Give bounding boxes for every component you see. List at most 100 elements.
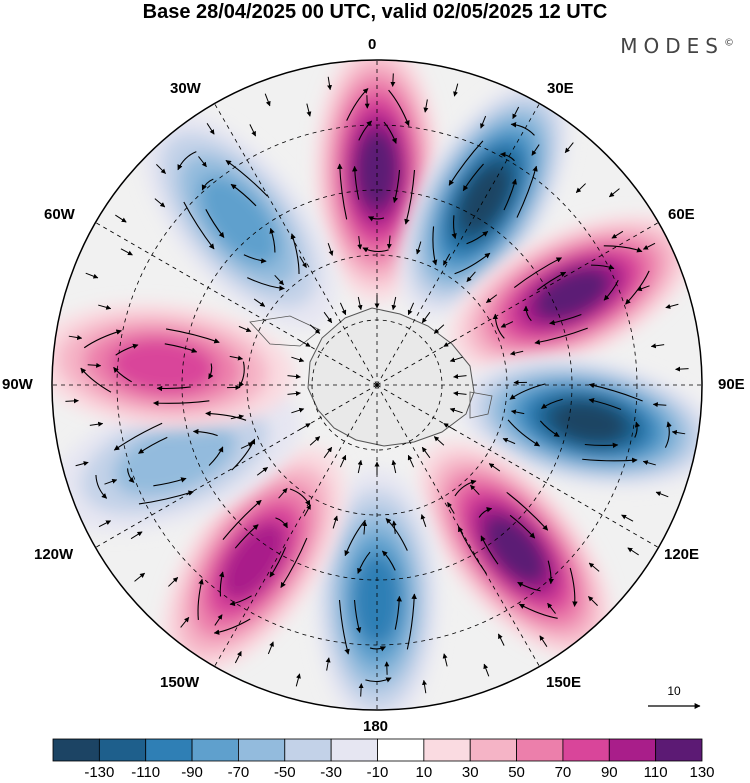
colorbar-tick-label: -70 [227,764,250,781]
wind-vector [383,121,397,144]
map-border [51,59,703,711]
wind-vector [536,271,567,291]
wind-vector [183,201,215,250]
wind-vector [507,419,540,447]
wind-vector [98,304,112,310]
wind-vector [422,679,427,694]
colorbar-tick-label: 130 [689,764,715,781]
wind-vector [234,650,242,664]
wind-vector [357,551,371,574]
wind-vector [153,477,187,487]
wind-vector [306,103,312,117]
wind-vector [278,488,288,499]
wind-vector [95,474,108,499]
wind-vector [138,490,194,505]
wind-vector [205,209,225,238]
lon-label-0: 0 [368,36,377,53]
wind-vector [134,572,146,582]
wind-vector [510,350,524,356]
wind-vector [385,518,408,551]
lon-label-150w: 150W [160,674,200,691]
wind-vector [214,614,223,626]
wind-vector [222,499,262,540]
wind-vector [346,88,369,121]
wind-vector [323,311,333,324]
wind-vector [582,457,638,464]
lon-label-120e: 120E [664,546,700,563]
brand-logo: MODES© [620,34,734,58]
wind-vector [569,567,578,607]
wind-vector [650,343,665,349]
wind-vector [448,140,484,186]
wind-vector [243,254,267,264]
wind-vector [180,616,190,628]
colorbar-tick-label: 30 [461,764,479,781]
wind-vector [115,343,139,356]
wind-vector [115,214,127,223]
lon-label-60w: 60W [44,206,75,223]
wind-vector [164,343,198,353]
wind-vector-field [65,73,689,697]
wind-vector [325,657,331,671]
wind-vector [664,421,672,448]
wind-vector [488,463,501,472]
wind-vector [655,491,669,498]
wind-vector [156,385,191,392]
wind-vector [126,468,135,483]
wind-vector [603,279,619,301]
wind-vector [303,504,312,517]
wind-vector [198,156,207,168]
wind-vector [309,436,321,446]
wind-vector [230,414,244,420]
wind-vector [287,391,301,397]
lon-label-120w: 120W [34,546,74,563]
wind-vector [518,603,558,619]
wind-vector [547,560,554,585]
wind-vector [447,502,455,514]
lon-label-150e: 150E [546,674,582,691]
wind-vector [249,124,257,137]
anomaly-lobe [458,357,702,488]
colorbar-swatch [377,738,425,762]
wind-vector [290,233,300,275]
wind-vector [230,183,257,207]
wind-vector [357,236,363,250]
wind-vector [113,422,163,451]
colorbar-tick-label: -90 [181,764,203,781]
wind-vector [531,144,540,156]
wind-vector [588,398,622,411]
wind-vector [208,446,224,466]
wind-vector [358,683,364,697]
wind-vector [323,446,333,459]
anomaly-lobe [141,111,337,329]
wind-vector [421,446,431,459]
wind-vector [388,89,410,127]
wind-vector [240,442,254,449]
meridian-line [376,384,659,548]
wind-vector [358,120,372,141]
wind-vector [295,673,301,687]
wind-vector [584,442,619,449]
wind-vector [338,599,350,655]
wind-vector [205,410,247,421]
wind-vector [269,547,287,578]
colorbar-tick-label: -110 [131,764,161,781]
wind-vector [264,93,271,107]
wind-vector [392,169,401,204]
meridian-line [214,103,378,386]
wind-vector [608,188,620,198]
wind-vector [431,226,438,266]
wind-vector [603,245,643,253]
wind-vector [168,577,179,587]
wind-vector [352,165,360,200]
colorbar-tick-label: 90 [600,764,618,781]
wind-vector [642,460,656,466]
wind-vector [213,618,251,635]
wind-vector [201,178,214,191]
colorbar-swatch [562,738,610,762]
anomaly-lobe [399,80,570,318]
wind-vector [502,437,516,445]
meridian-line [376,384,540,667]
wind-vector [503,178,517,211]
